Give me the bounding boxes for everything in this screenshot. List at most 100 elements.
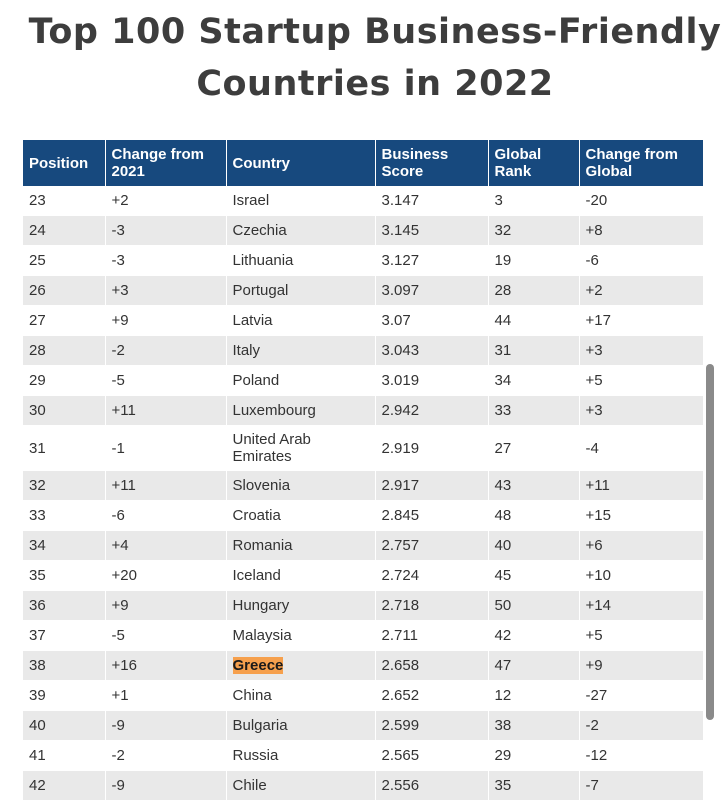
table-row: 27 +9 Latvia 3.07 44 +17 (23, 305, 703, 336)
cell-business-score: 2.917 (375, 470, 489, 501)
cell-global-rank: 28 (488, 275, 580, 306)
cell-country: China (226, 680, 376, 711)
cell-business-score: 3.097 (375, 275, 489, 306)
cell-global-rank: 33 (488, 395, 580, 426)
cell-country: Russia (226, 740, 376, 771)
table-row: 23 +2 Israel 3.147 3 -20 (23, 186, 703, 216)
cell-change-global: +10 (579, 560, 703, 591)
table-row: 31 -1 United Arab Emirates 2.919 27 -4 (23, 425, 703, 471)
cell-change-2021: -3 (105, 245, 227, 276)
cell-position: 36 (23, 590, 106, 621)
cell-business-score: 3.043 (375, 335, 489, 366)
cell-business-score: 2.565 (375, 740, 489, 771)
cell-position: 23 (23, 186, 106, 216)
cell-change-2021: -6 (105, 500, 227, 531)
title-line-2: Countries in 2022 (196, 64, 554, 104)
table-row: 25 -3 Lithuania 3.127 19 -6 (23, 245, 703, 276)
cell-position: 31 (23, 425, 106, 471)
title-line-1: Top 100 Startup Business-Friendly (28, 12, 722, 52)
cell-position: 33 (23, 500, 106, 531)
cell-position: 29 (23, 365, 106, 396)
cell-change-global: +9 (579, 650, 703, 681)
cell-business-score: 2.658 (375, 650, 489, 681)
cell-position: 25 (23, 245, 106, 276)
cell-change-2021: -3 (105, 215, 227, 246)
cell-global-rank: 27 (488, 425, 580, 471)
scrollbar[interactable] (706, 364, 714, 720)
cell-change-global: -12 (579, 740, 703, 771)
table-row: 42 -9 Chile 2.556 35 -7 (23, 770, 703, 801)
header-change-global[interactable]: Change from Global (579, 140, 703, 186)
cell-change-global: +17 (579, 305, 703, 336)
cell-business-score: 3.145 (375, 215, 489, 246)
cell-position: 41 (23, 740, 106, 771)
cell-change-global: -4 (579, 425, 703, 471)
cell-business-score: 2.942 (375, 395, 489, 426)
page-title: Top 100 Startup Business-Friendly Countr… (0, 6, 728, 110)
cell-change-2021: +4 (105, 530, 227, 561)
cell-country: Poland (226, 365, 376, 396)
cell-position: 30 (23, 395, 106, 426)
cell-country: Czechia (226, 215, 376, 246)
cell-global-rank: 12 (488, 680, 580, 711)
table-row: 37 -5 Malaysia 2.711 42 +5 (23, 620, 703, 651)
header-country[interactable]: Country (226, 140, 376, 186)
table-row: 39 +1 China 2.652 12 -27 (23, 680, 703, 711)
cell-change-2021: -5 (105, 620, 227, 651)
header-global-rank[interactable]: Global Rank (488, 140, 580, 186)
cell-global-rank: 42 (488, 620, 580, 651)
cell-change-2021: +1 (105, 680, 227, 711)
cell-business-score: 2.599 (375, 710, 489, 741)
cell-change-global: +11 (579, 470, 703, 501)
cell-global-rank: 29 (488, 740, 580, 771)
cell-business-score: 2.919 (375, 425, 489, 471)
table-row: 26 +3 Portugal 3.097 28 +2 (23, 275, 703, 306)
cell-global-rank: 50 (488, 590, 580, 621)
header-business-score[interactable]: Business Score (375, 140, 489, 186)
cell-position: 34 (23, 530, 106, 561)
cell-business-score: 3.019 (375, 365, 489, 396)
cell-change-2021: -2 (105, 740, 227, 771)
highlighted-country: Greece (232, 657, 284, 674)
cell-global-rank: 31 (488, 335, 580, 366)
table-row: 38 +16 Greece 2.658 47 +9 (23, 650, 703, 681)
cell-country: Romania (226, 530, 376, 561)
cell-country: Iceland (226, 560, 376, 591)
cell-global-rank: 19 (488, 245, 580, 276)
cell-country: Israel (226, 186, 376, 216)
table-row: 33 -6 Croatia 2.845 48 +15 (23, 500, 703, 531)
table-row: 34 +4 Romania 2.757 40 +6 (23, 530, 703, 561)
header-position[interactable]: Position (23, 140, 106, 186)
cell-position: 42 (23, 770, 106, 801)
cell-change-global: +3 (579, 335, 703, 366)
cell-position: 24 (23, 215, 106, 246)
cell-business-score: 3.07 (375, 305, 489, 336)
cell-country: Hungary (226, 590, 376, 621)
table-row: 32 +11 Slovenia 2.917 43 +11 (23, 470, 703, 501)
cell-country: Slovenia (226, 470, 376, 501)
table-row: 28 -2 Italy 3.043 31 +3 (23, 335, 703, 366)
table-row: 29 -5 Poland 3.019 34 +5 (23, 365, 703, 396)
table-row: 41 -2 Russia 2.565 29 -12 (23, 740, 703, 771)
cell-change-global: -27 (579, 680, 703, 711)
cell-business-score: 2.711 (375, 620, 489, 651)
cell-global-rank: 34 (488, 365, 580, 396)
cell-change-global: -2 (579, 710, 703, 741)
cell-change-global: +5 (579, 620, 703, 651)
cell-position: 26 (23, 275, 106, 306)
ranking-table: Position Change from 2021 Country Busine… (23, 140, 703, 801)
header-change-2021[interactable]: Change from 2021 (105, 140, 227, 186)
cell-business-score: 2.556 (375, 770, 489, 801)
cell-country: Portugal (226, 275, 376, 306)
cell-global-rank: 48 (488, 500, 580, 531)
cell-country: Chile (226, 770, 376, 801)
cell-position: 38 (23, 650, 106, 681)
cell-change-global: +3 (579, 395, 703, 426)
cell-change-global: +2 (579, 275, 703, 306)
cell-change-2021: -1 (105, 425, 227, 471)
cell-global-rank: 3 (488, 186, 580, 216)
cell-business-score: 2.757 (375, 530, 489, 561)
cell-business-score: 2.845 (375, 500, 489, 531)
cell-change-2021: +2 (105, 186, 227, 216)
cell-change-global: +6 (579, 530, 703, 561)
